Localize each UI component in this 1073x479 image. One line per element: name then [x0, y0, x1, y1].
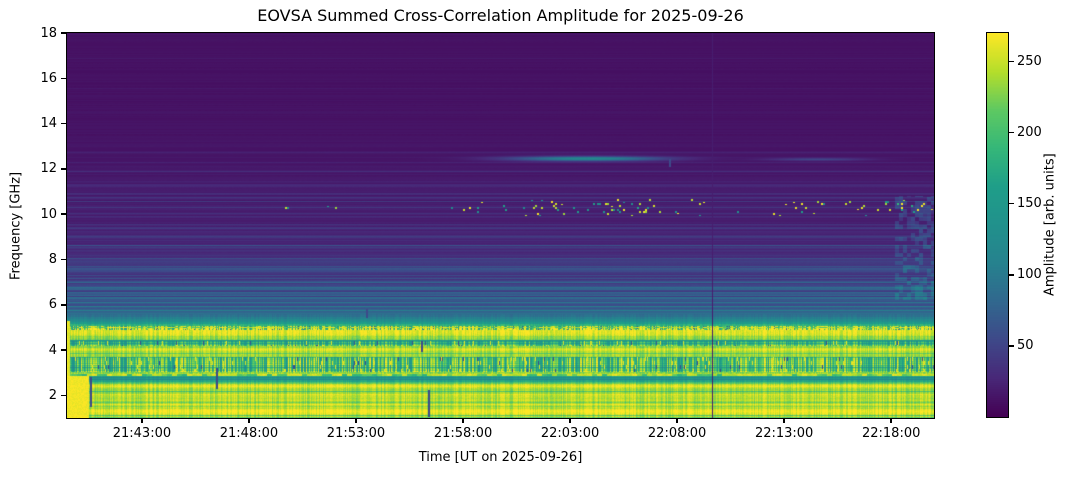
y-axis-tick-label: 14 [40, 116, 57, 132]
y-axis-label: Frequency [GHz] [8, 171, 24, 280]
y-axis-tick-label: 8 [48, 251, 57, 267]
x-axis-tick-label: 21:48:00 [219, 426, 279, 441]
x-axis-tick [355, 418, 357, 423]
colorbar-tick-label: 100 [1017, 267, 1042, 283]
y-axis-tick-label: 2 [48, 387, 57, 403]
y-axis-tick-label: 6 [48, 297, 57, 313]
x-axis-tick-label: 22:08:00 [647, 426, 707, 441]
x-axis-tick-label: 22:13:00 [754, 426, 814, 441]
y-axis-tick-label: 18 [40, 25, 57, 41]
x-axis-tick [569, 418, 571, 423]
x-axis-tick-label: 21:58:00 [433, 426, 493, 441]
colorbar-tick [1009, 131, 1014, 134]
colorbar-label: Amplitude [arb. units] [1042, 153, 1058, 297]
x-axis-tick [676, 418, 678, 423]
x-axis-tick-label: 21:53:00 [326, 426, 386, 441]
y-axis-tick-label: 16 [40, 70, 57, 86]
x-axis-label: Time [UT on 2025-09-26] [418, 450, 583, 465]
x-axis-tick-label: 22:03:00 [540, 426, 600, 441]
y-axis-tick [61, 258, 66, 261]
x-axis-tick [248, 418, 250, 423]
spectrogram-canvas [67, 33, 934, 418]
colorbar-tick-label: 200 [1017, 125, 1042, 141]
y-axis-tick [61, 77, 66, 80]
y-axis-tick [61, 213, 66, 215]
y-axis-tick [61, 394, 66, 397]
y-axis-tick-label: 4 [48, 342, 57, 358]
y-axis-tick [61, 168, 66, 170]
plot-area [66, 32, 935, 419]
x-axis-tick [783, 418, 785, 423]
y-axis-tick-label: 10 [40, 206, 57, 222]
y-axis-tick [61, 304, 66, 306]
colorbar-tick [1009, 274, 1014, 276]
colorbar-tick [1009, 345, 1014, 347]
x-axis-tick [890, 418, 892, 423]
colorbar-canvas [987, 33, 1008, 417]
y-axis-tick-label: 12 [40, 161, 57, 177]
y-axis-tick [61, 32, 66, 34]
colorbar-tick-label: 50 [1017, 338, 1034, 354]
y-axis-tick [61, 122, 66, 125]
x-axis-tick-label: 22:18:00 [861, 426, 921, 441]
x-axis-tick [462, 418, 464, 423]
chart-title: EOVSA Summed Cross-Correlation Amplitude… [257, 6, 744, 25]
x-axis-tick-label: 21:43:00 [112, 426, 172, 441]
colorbar-tick [1009, 202, 1014, 205]
x-axis-tick [141, 418, 143, 423]
colorbar [986, 32, 1009, 418]
colorbar-tick-label: 150 [1017, 196, 1042, 212]
colorbar-tick [1009, 60, 1014, 63]
y-axis-tick [61, 349, 66, 351]
colorbar-tick-label: 250 [1017, 53, 1042, 69]
